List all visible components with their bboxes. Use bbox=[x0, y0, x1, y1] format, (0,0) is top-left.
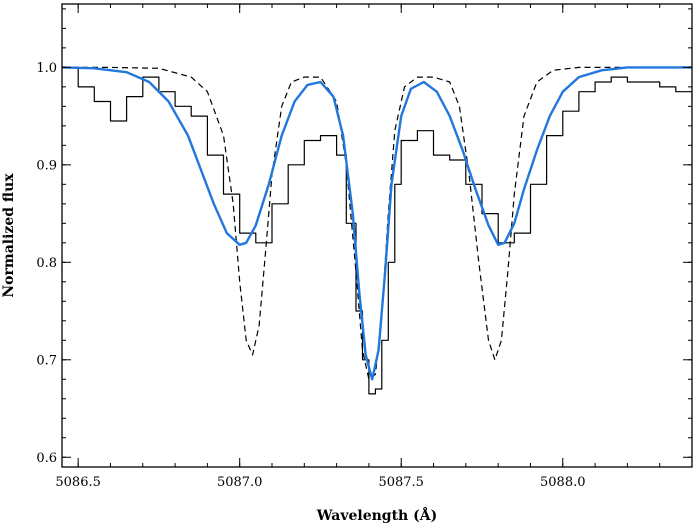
series-dashed-line bbox=[62, 66, 692, 380]
ticks-layer: 5086.5 5087.0 5087.5 5088.0 0.6 0.7 0.8 0.9 1.0 bbox=[36, 4, 693, 490]
x-tick-label: 5086.5 bbox=[55, 475, 101, 490]
x-tick-label: 5087.0 bbox=[217, 475, 263, 490]
x-tick-label: 5088.0 bbox=[540, 475, 586, 490]
series-layer bbox=[62, 66, 692, 395]
y-axis-title: Normalized flux bbox=[1, 173, 17, 298]
plot-frame bbox=[61, 3, 693, 468]
y-tick-label: 1.0 bbox=[36, 61, 57, 76]
series-solid-line bbox=[62, 66, 692, 381]
series-histogram-line bbox=[62, 66, 692, 395]
x-tick-label: 5087.5 bbox=[378, 475, 424, 490]
x-axis-title: Wavelength (Å) bbox=[316, 506, 437, 524]
y-tick-label: 0.9 bbox=[36, 158, 57, 173]
y-tick-label: 0.8 bbox=[36, 256, 57, 271]
y-tick-label: 0.7 bbox=[36, 353, 57, 368]
y-tick-label: 0.6 bbox=[36, 451, 57, 466]
